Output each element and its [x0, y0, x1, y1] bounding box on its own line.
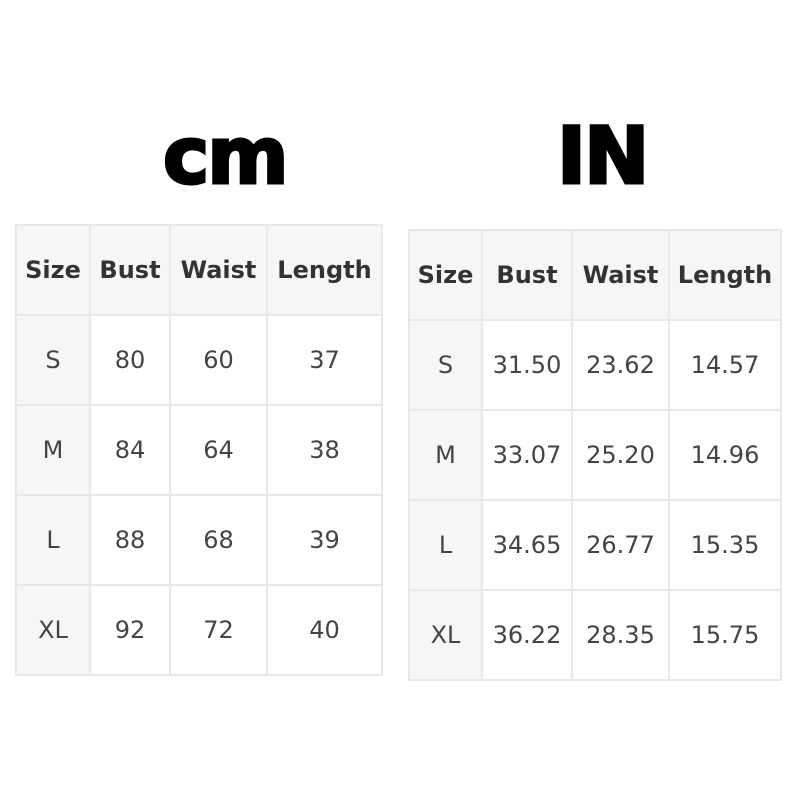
header-cell-bust: Bust: [89, 224, 171, 316]
table-row: XL 92 72 40: [15, 584, 383, 676]
cell-waist: 25.20: [571, 409, 670, 501]
header-cell-size: Size: [408, 229, 483, 321]
cell-bust: 80: [89, 314, 171, 406]
cell-bust: 33.07: [481, 409, 573, 501]
cell-size: M: [408, 409, 483, 501]
cell-bust: 88: [89, 494, 171, 586]
table-row: M 33.07 25.20 14.96: [408, 409, 782, 501]
cell-length: 15.35: [668, 499, 782, 591]
cell-size: XL: [408, 589, 483, 681]
header-cell-length: Length: [668, 229, 782, 321]
table-row: XL 36.22 28.35 15.75: [408, 589, 782, 681]
cell-bust: 34.65: [481, 499, 573, 591]
table-row: L 88 68 39: [15, 494, 383, 586]
cell-size: S: [408, 319, 483, 411]
cell-size: XL: [15, 584, 91, 676]
header-cell-size: Size: [15, 224, 91, 316]
table-row: S 31.50 23.62 14.57: [408, 319, 782, 411]
cell-length: 37: [266, 314, 383, 406]
cell-size: M: [15, 404, 91, 496]
inch-size-table: Size Bust Waist Length S 31.50 23.62 14.57 M 33.0…: [408, 229, 782, 681]
header-row: Size Bust Waist Length: [408, 229, 782, 321]
inch-title: IN: [556, 112, 651, 202]
header-cell-waist: Waist: [169, 224, 268, 316]
cell-length: 15.75: [668, 589, 782, 681]
cm-title: cm: [162, 112, 291, 202]
header-row: Size Bust Waist Length: [15, 224, 383, 316]
header-cell-bust: Bust: [481, 229, 573, 321]
header-cell-length: Length: [266, 224, 383, 316]
cell-length: 39: [266, 494, 383, 586]
cell-bust: 84: [89, 404, 171, 496]
cell-waist: 68: [169, 494, 268, 586]
table-row: L 34.65 26.77 15.35: [408, 499, 782, 591]
cell-waist: 64: [169, 404, 268, 496]
header-cell-waist: Waist: [571, 229, 670, 321]
cell-waist: 60: [169, 314, 268, 406]
cell-size: L: [15, 494, 91, 586]
table-row: S 80 60 37: [15, 314, 383, 406]
cell-bust: 92: [89, 584, 171, 676]
cell-waist: 72: [169, 584, 268, 676]
cell-length: 14.96: [668, 409, 782, 501]
table-row: M 84 64 38: [15, 404, 383, 496]
cell-size: S: [15, 314, 91, 406]
cell-size: L: [408, 499, 483, 591]
cell-length: 14.57: [668, 319, 782, 411]
cm-size-table: Size Bust Waist Length S 80 60 37 M 84 64 38 L 88 68 39…: [15, 224, 383, 676]
cell-waist: 26.77: [571, 499, 670, 591]
cell-bust: 31.50: [481, 319, 573, 411]
cell-waist: 23.62: [571, 319, 670, 411]
cell-length: 38: [266, 404, 383, 496]
cell-bust: 36.22: [481, 589, 573, 681]
cell-length: 40: [266, 584, 383, 676]
cell-waist: 28.35: [571, 589, 670, 681]
